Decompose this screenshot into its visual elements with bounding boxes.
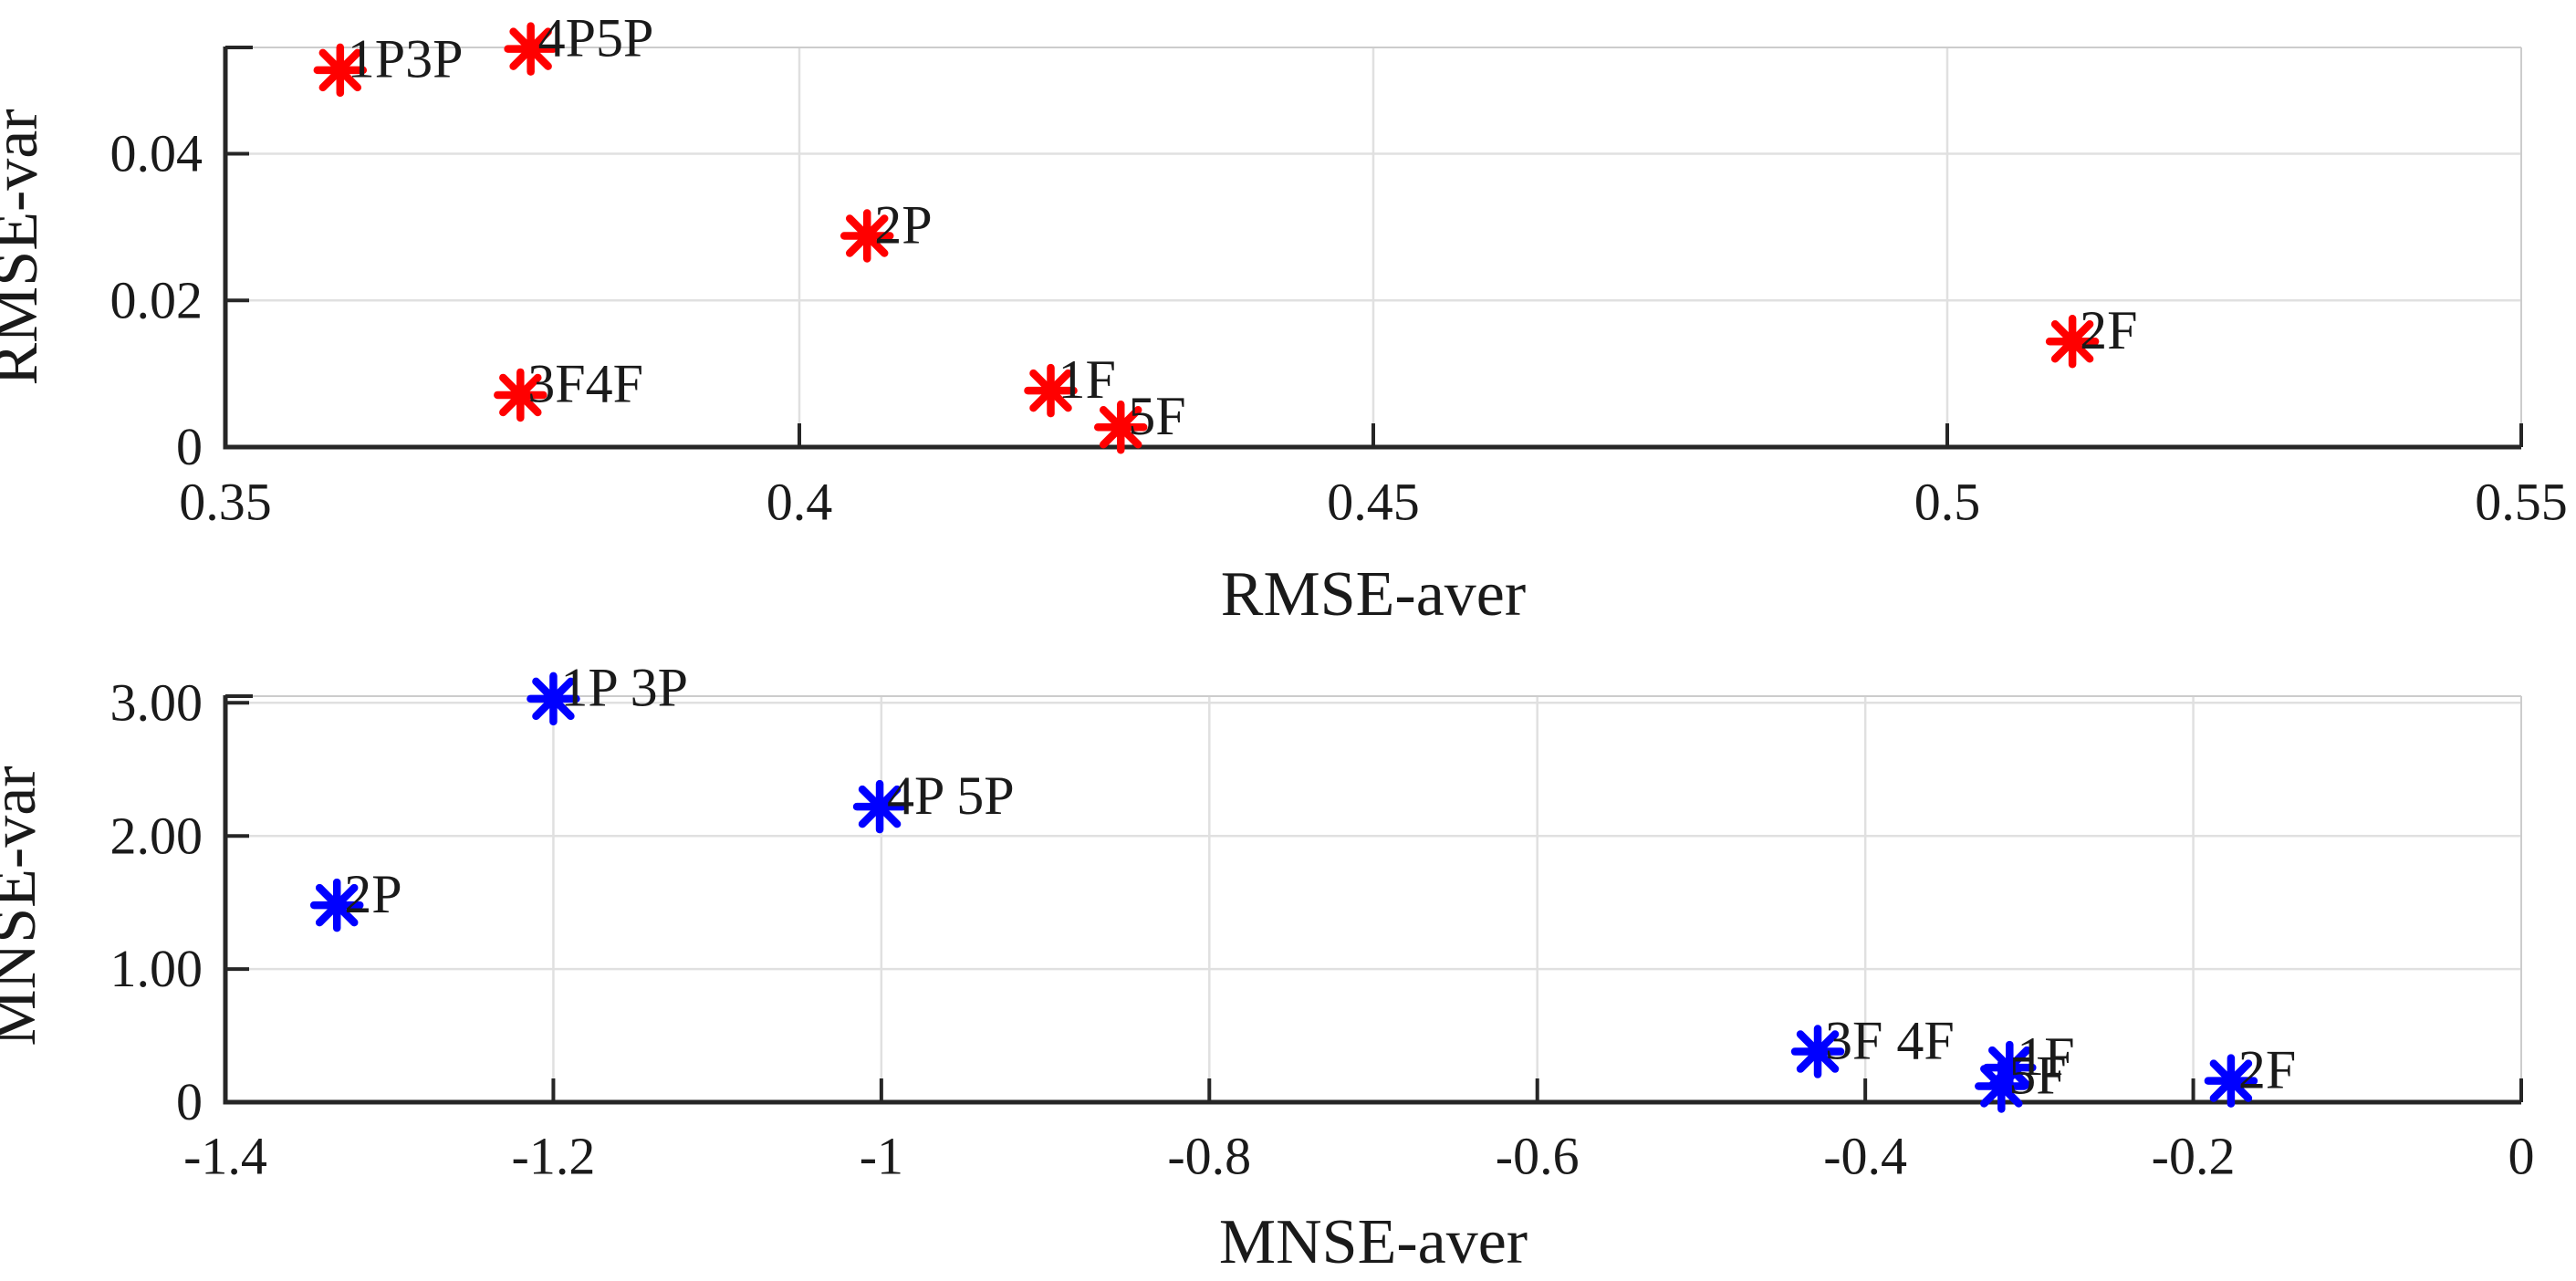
grid-lines — [225, 47, 2521, 447]
x-tick-label: 0 — [2508, 1126, 2535, 1185]
x-tick-label: -1.4 — [183, 1126, 267, 1185]
data-point-marker — [1790, 1025, 1845, 1078]
marker-stroke — [1980, 1065, 2023, 1108]
marker-stroke — [318, 48, 362, 92]
tick-marks: -1.4 -1.2 -1 -0.8 -0.6 -0.4 -0.2 0 0 1.00 2.00 3.00 — [110, 672, 2535, 1185]
x-tick-label: -0.2 — [2152, 1126, 2236, 1185]
marker-stroke — [2209, 1059, 2253, 1102]
data-point-marker — [1093, 401, 1148, 454]
marker-stroke — [2050, 320, 2094, 363]
x-tick-label: 0.5 — [1914, 472, 1981, 531]
x-tick-label: -0.6 — [1496, 1126, 1580, 1185]
y-tick-label: 0.02 — [110, 270, 203, 329]
data-point-marker — [504, 22, 558, 76]
grid-lines — [225, 696, 2521, 1102]
data-point-label: 5F — [2008, 1045, 2066, 1105]
data-point-label: 4P 5P — [887, 765, 1015, 826]
x-tick-label: -0.4 — [1823, 1126, 1907, 1185]
mnse-y-axis-label: MNSE-var — [0, 765, 49, 1047]
marker-stroke — [845, 214, 889, 257]
data-point-label: 2P — [344, 864, 402, 924]
x-tick-label: -0.8 — [1167, 1126, 1251, 1185]
data-point-label: 5F — [1128, 386, 1185, 446]
y-tick-label: 0 — [176, 1072, 203, 1131]
tick-marks: 0.35 0.4 0.45 0.5 0.55 0 0.02 0.04 — [110, 124, 2568, 532]
x-tick-label: 0.35 — [179, 472, 272, 531]
x-tick-label: -1 — [860, 1126, 903, 1185]
data-point-marker — [2204, 1054, 2258, 1108]
data-point-marker — [527, 672, 580, 726]
marker-stroke — [315, 883, 359, 927]
data-point-label: 2F — [2080, 300, 2137, 360]
data-point-label: 2F — [2238, 1039, 2296, 1099]
x-tick-label: -1.2 — [512, 1126, 596, 1185]
marker-stroke — [509, 27, 552, 70]
x-tick-label: 0.45 — [1327, 472, 1420, 531]
data-point-marker — [2045, 315, 2100, 369]
axes-frame — [223, 694, 2522, 1105]
y-tick-label: 0 — [176, 417, 203, 476]
data-point-marker — [1975, 1059, 2028, 1113]
marker-stroke — [1099, 406, 1142, 449]
data-point-marker — [1024, 363, 1078, 418]
data-point-label: 2P — [874, 194, 932, 255]
data-point-label: 4P5P — [538, 7, 654, 68]
x-tick-label: 0.4 — [767, 472, 833, 531]
data-point-label: 1F — [2017, 1026, 2074, 1087]
data-point-label: 3F 4F — [1825, 1010, 1955, 1070]
data-point-label: 3F4F — [527, 354, 643, 414]
data-point-marker — [313, 43, 368, 98]
data-point-label: 1P3P — [348, 29, 464, 89]
data-point-label: 1P 3P — [560, 658, 688, 718]
marker-stroke — [499, 373, 542, 417]
y-tick-label: 0.04 — [110, 124, 203, 183]
marker-stroke — [532, 677, 575, 721]
y-tick-label: 3.00 — [110, 672, 203, 732]
data-point-label: 1F — [1059, 349, 1116, 410]
mnse-x-axis-label: MNSE-aver — [1218, 1207, 1528, 1277]
marker-stroke — [858, 785, 902, 828]
marker-stroke — [1029, 369, 1072, 412]
marker-stroke — [1796, 1030, 1840, 1073]
y-tick-label: 2.00 — [110, 806, 203, 865]
data-point-marker — [852, 779, 907, 834]
data-point-marker — [494, 368, 548, 422]
rmse-x-axis-label: RMSE-aver — [1220, 559, 1527, 630]
data-point-marker — [309, 878, 364, 932]
x-tick-label: 0.55 — [2475, 472, 2568, 531]
data-point-marker — [840, 209, 894, 263]
y-tick-label: 1.00 — [110, 939, 203, 998]
